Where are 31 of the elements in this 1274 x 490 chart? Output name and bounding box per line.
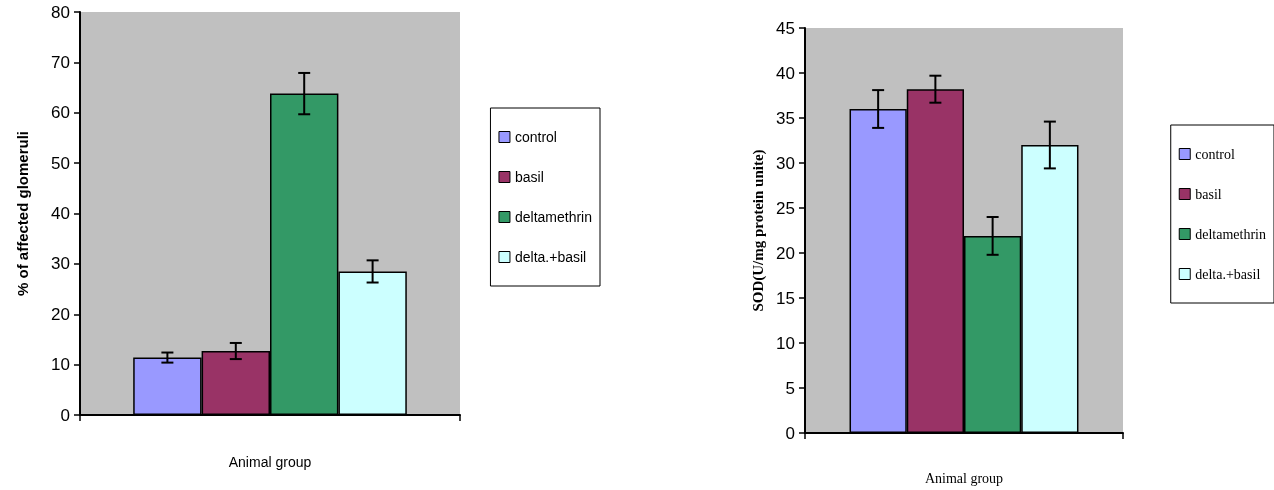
x-axis-title: Animal group <box>228 454 312 470</box>
legend-label: control <box>1195 146 1236 162</box>
y-tick-label: 40 <box>51 204 70 223</box>
y-tick-label: 25 <box>776 198 795 218</box>
y-tick-label: 50 <box>51 153 70 173</box>
legend-label: deltamethrin <box>514 209 593 225</box>
y-tick-label: 0 <box>60 405 70 425</box>
y-tick-label: 10 <box>51 355 70 375</box>
legend-label: basil <box>1195 186 1222 202</box>
y-tick-label: 30 <box>51 254 70 274</box>
legend-label: delta.+basil <box>514 249 587 265</box>
y-tick-label: 70 <box>51 52 70 72</box>
legend-label: control <box>514 129 557 145</box>
y-tick-label: 0 <box>785 423 795 443</box>
y-tick-label: 20 <box>51 304 70 324</box>
y-axis-title: % of affected glomeruli <box>14 130 31 297</box>
y-tick-label: 80 <box>51 2 70 22</box>
y-tick-label: 40 <box>776 63 795 83</box>
y-tick-label: 15 <box>776 288 795 308</box>
y-tick-label: 10 <box>776 333 795 353</box>
x-axis-title: Animal group <box>924 470 1004 486</box>
legend-label: deltamethrin <box>1195 226 1267 242</box>
y-tick-label: 45 <box>776 18 795 38</box>
y-tick-label: 5 <box>785 378 795 398</box>
y-tick-label: 30 <box>776 153 795 173</box>
y-tick-label: 20 <box>776 243 795 263</box>
y-tick-label: 35 <box>776 108 795 128</box>
y-axis-title: SOD(U/mg protein unite) <box>749 149 767 312</box>
legend-label: delta.+basil <box>1195 266 1261 282</box>
y-tick-label: 60 <box>51 103 70 123</box>
legend-label: basil <box>514 169 544 185</box>
